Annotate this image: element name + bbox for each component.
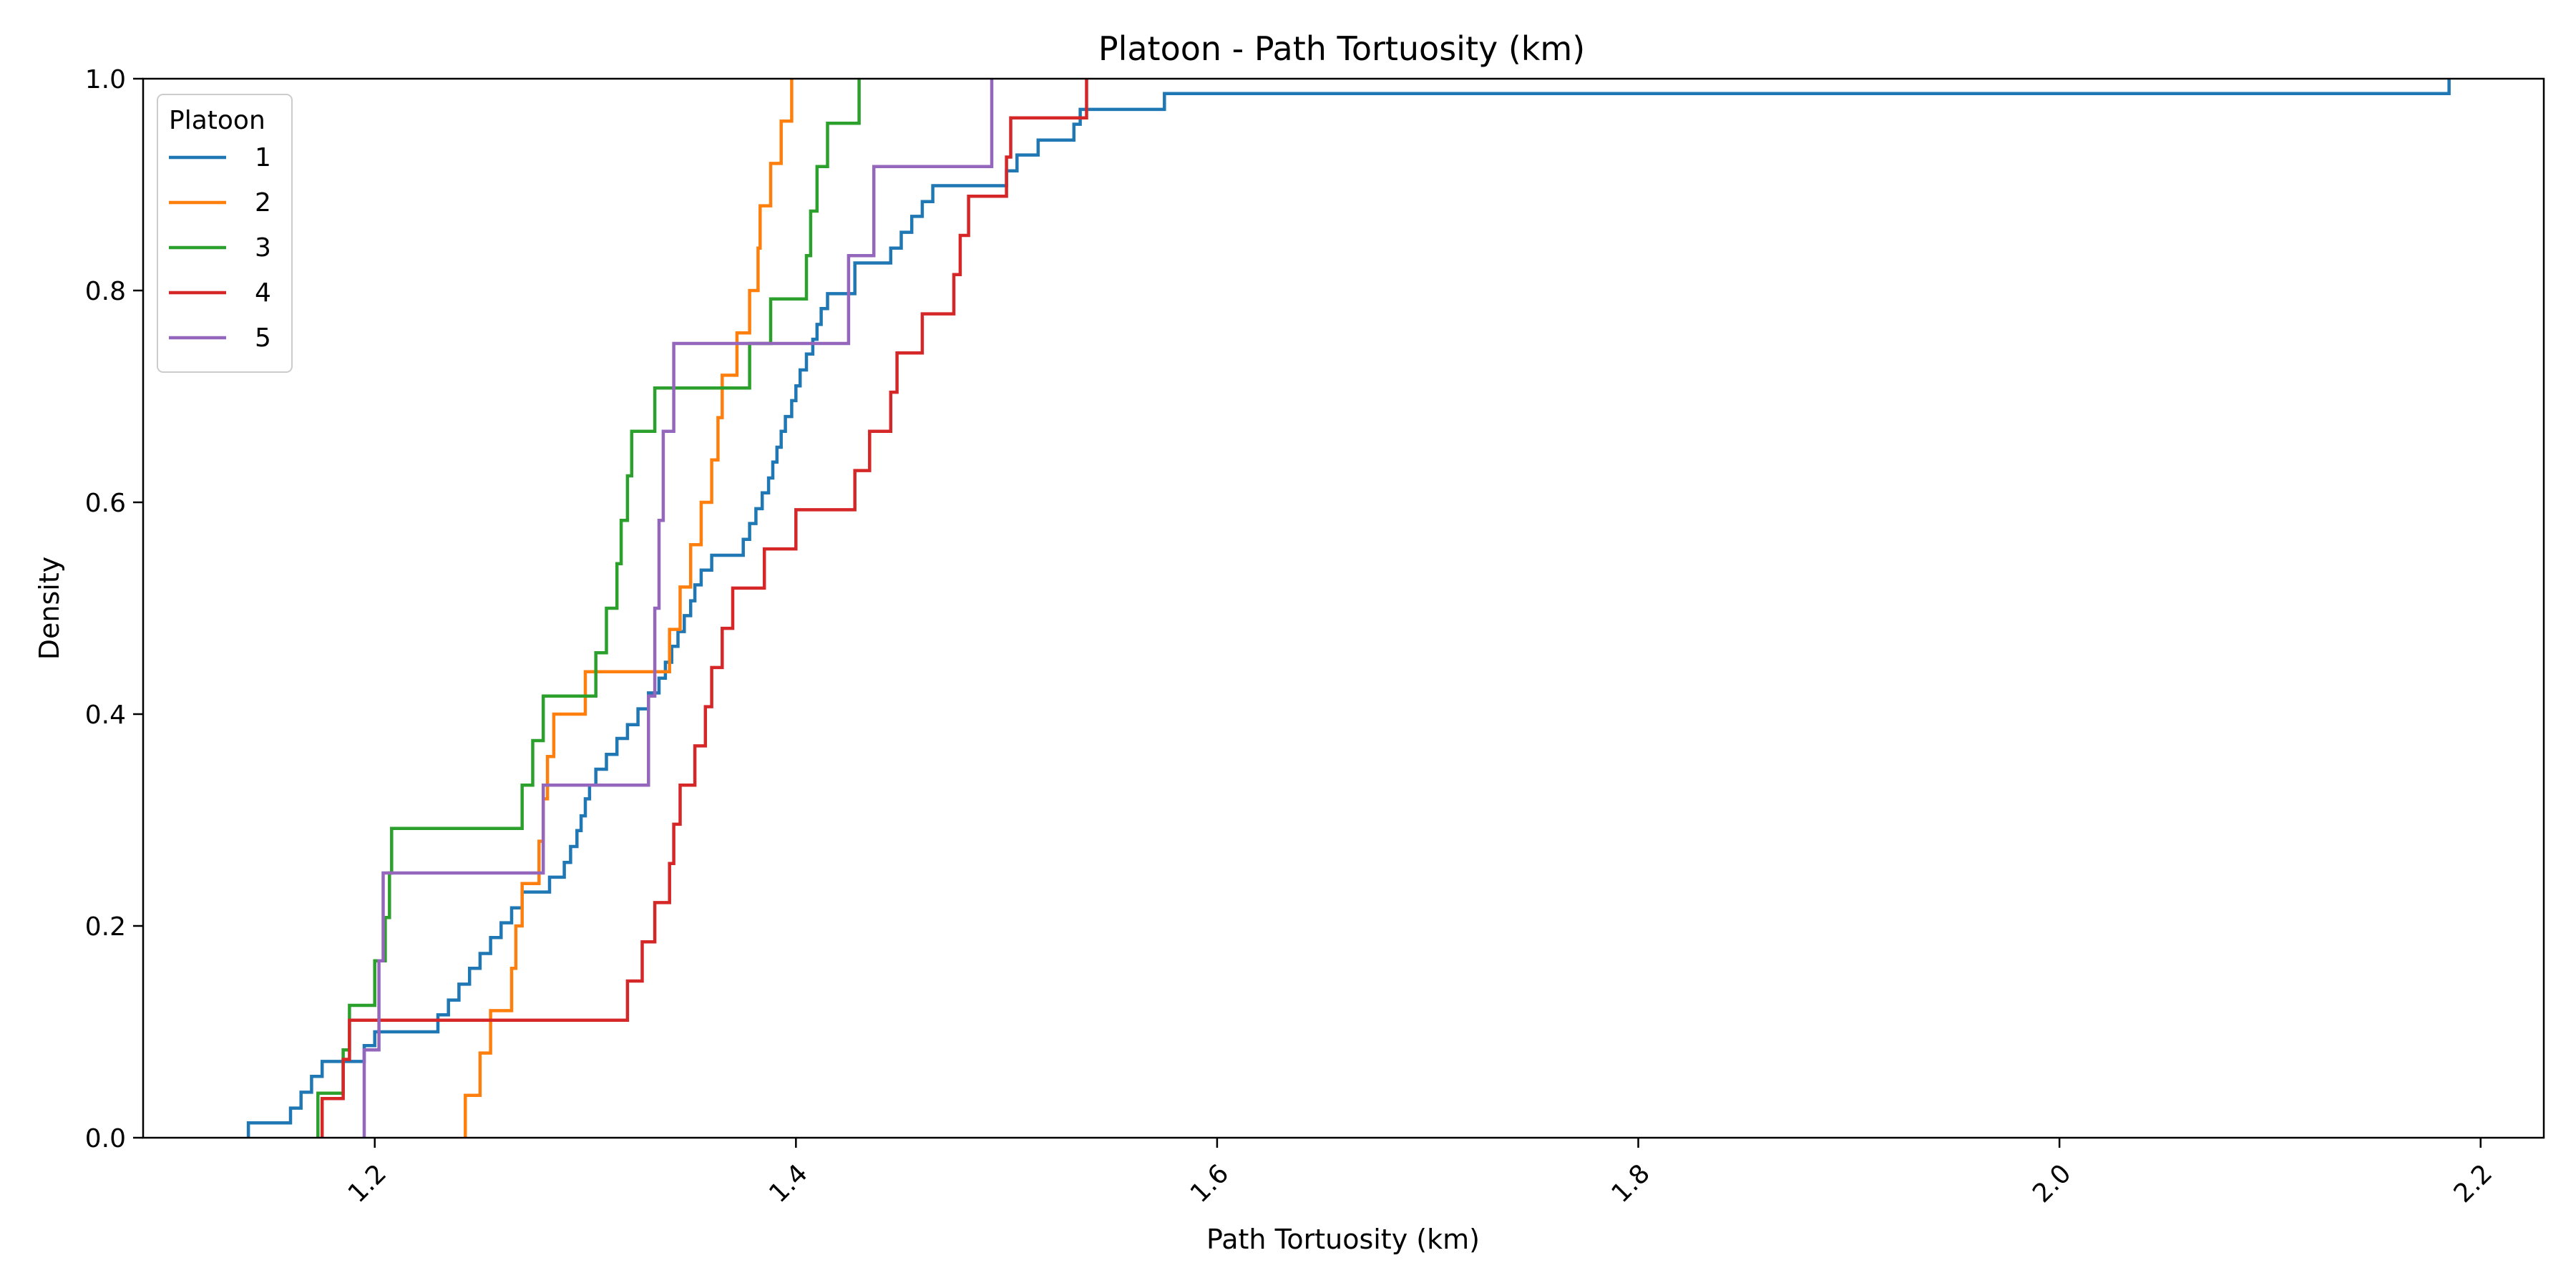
plot-area <box>142 77 2545 1139</box>
y-tick-label: 0.2 <box>85 912 126 942</box>
series-line-5 <box>362 79 994 1138</box>
y-axis-label: Density <box>34 557 65 660</box>
series-layer <box>246 79 2451 1138</box>
legend: Platoon 1 2 3 4 5 <box>157 94 293 373</box>
series-line-3 <box>316 79 861 1138</box>
x-tick-label: 1.6 <box>1185 1158 1234 1208</box>
series-line-2 <box>464 79 794 1138</box>
x-tick-label: 2.2 <box>2449 1158 2498 1208</box>
legend-title: Platoon <box>169 106 265 135</box>
y-tick-label: 0.6 <box>85 489 126 518</box>
x-tick-label: 2.0 <box>2027 1158 2077 1208</box>
x-tick-label: 1.8 <box>1606 1158 1655 1208</box>
y-axis: 0.0 0.2 0.4 0.6 0.8 1.0 <box>85 65 143 1153</box>
legend-label: 4 <box>255 278 271 308</box>
series-line-1 <box>246 79 2451 1138</box>
x-tick-label: 1.2 <box>343 1158 392 1208</box>
x-axis-label: Path Tortuosity (km) <box>1206 1224 1480 1255</box>
series-line-4 <box>320 79 1088 1138</box>
legend-label: 2 <box>255 188 271 218</box>
legend-label: 5 <box>255 323 271 353</box>
chart-title: Platoon - Path Tortuosity (km) <box>1098 29 1585 68</box>
legend-label: 1 <box>255 143 271 172</box>
y-tick-label: 0.8 <box>85 277 126 306</box>
legend-box <box>157 94 293 373</box>
y-tick-label: 0.0 <box>85 1124 126 1153</box>
y-tick-label: 0.4 <box>85 701 126 730</box>
x-axis: 1.2 1.4 1.6 1.8 2.0 2.2 <box>343 1138 2498 1209</box>
y-tick-label: 1.0 <box>85 65 126 94</box>
x-tick-label: 1.4 <box>763 1158 813 1208</box>
legend-items: 1 2 3 4 5 <box>169 143 271 353</box>
legend-label: 3 <box>255 233 271 263</box>
plot-frame <box>142 77 2545 1139</box>
